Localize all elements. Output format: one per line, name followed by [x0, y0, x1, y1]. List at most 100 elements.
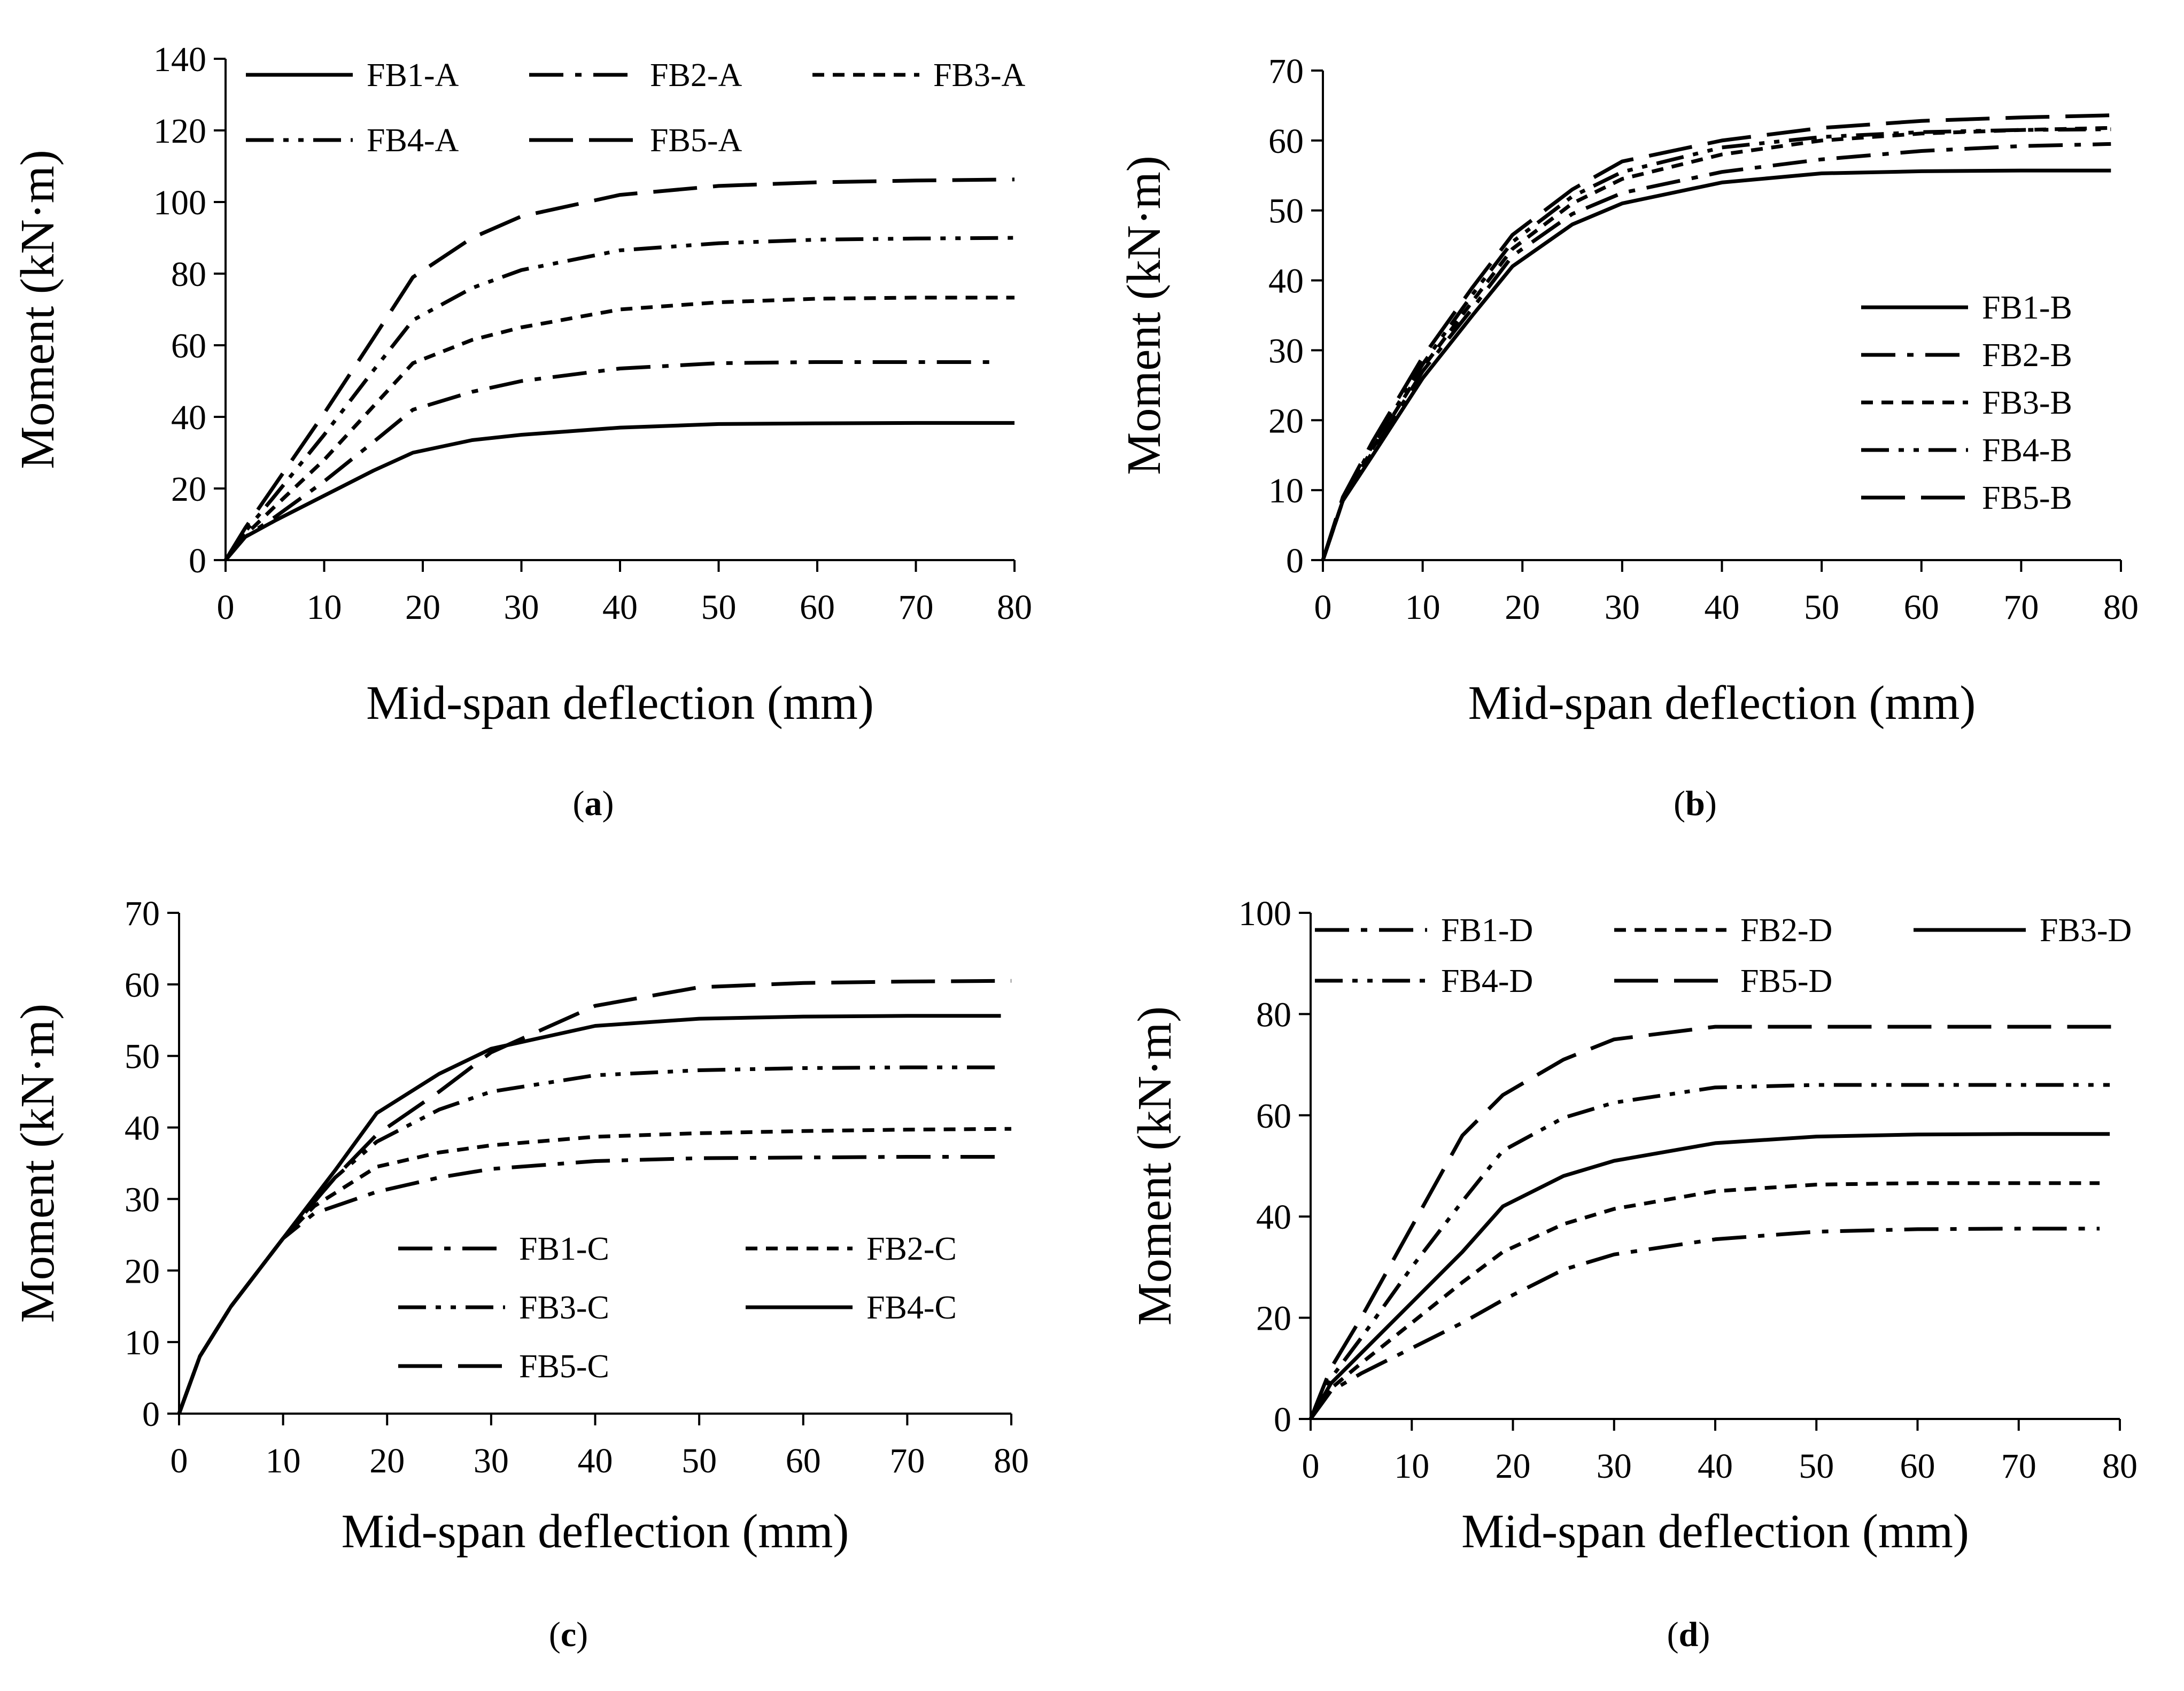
- panel-a-series-fb5-a: [224, 177, 1015, 561]
- panel-b-y-tick-label: 70: [1268, 52, 1304, 91]
- panel-a-legend-label-fb1-a: FB1-A: [367, 57, 459, 94]
- panel-c-x-tick-label: 30: [474, 1441, 509, 1480]
- panel-b-y-tick-label: 50: [1268, 192, 1304, 231]
- panel-d-y-tick-label: 40: [1256, 1198, 1291, 1237]
- panel-c-x-tick-label: 60: [786, 1441, 821, 1480]
- panel-d-series-fb5-d: [1308, 1025, 2120, 1420]
- panel-b-x-tick-label: 60: [1904, 588, 1939, 627]
- panel-b-legend-label-fb2-b: FB2-B: [1982, 337, 2072, 374]
- panel-d-legend-label-fb3-d: FB3-D: [2040, 912, 2132, 949]
- panel-d-series-fb2-d: [1309, 1181, 2100, 1420]
- panel-c-x-tick-label: 40: [578, 1441, 613, 1480]
- panel-b: 0 10 20 30 40 50 60 70 0 10 20 30 40 50 60 70 80 Mid-span…: [1118, 52, 2139, 823]
- panel-a: 0 20 40 60 80 100 120 140 0 10 20 30 40 50 60 70 80 Mid-s…: [11, 40, 1032, 823]
- panel-c-series-fb5-c: [177, 979, 1012, 1415]
- panel-c-series-fb2-c: [177, 1127, 1012, 1415]
- panel-d-legend-label-fb5-d: FB5-D: [1740, 963, 1832, 999]
- panel-a-series-fb1-a: [224, 421, 1014, 562]
- panel-a-legend-label-fb4-a: FB4-A: [367, 122, 459, 159]
- panel-c-x-tick-label: 0: [171, 1441, 188, 1480]
- panel-c-y-tick-label: 40: [125, 1109, 160, 1148]
- panel-c-y-tick-label: 70: [125, 894, 160, 933]
- panel-a-series-fb3-a: [224, 296, 1014, 562]
- panel-b-series-fb2-b: [1321, 142, 2111, 561]
- panel-d-series-fb3-d: [1308, 1132, 2110, 1420]
- panel-a-legend-label-fb3-a: FB3-A: [933, 57, 1025, 94]
- panel-a-x-tick-label: 70: [899, 588, 934, 627]
- panel-a-y-tick-label: 40: [171, 398, 206, 437]
- panel-d-y-tick-label: 20: [1256, 1299, 1291, 1338]
- panel-b-x-tick-label: 80: [2103, 588, 2139, 627]
- panel-c-y-tick-label: 50: [125, 1037, 160, 1076]
- panel-a-y-tick-label: 120: [153, 112, 206, 151]
- panel-c-y-tick-label: 10: [125, 1323, 160, 1362]
- panel-d-series-fb1-d: [1309, 1227, 2100, 1421]
- panel-a-y-tick-label: 80: [171, 255, 206, 294]
- panel-d-legend: FB1-D FB2-D FB3-D FB4-D FB5-D: [1315, 912, 2132, 999]
- panel-a-y-tick-label: 60: [171, 327, 206, 366]
- panel-d-x-tick-label: 40: [1698, 1447, 1733, 1486]
- panel-d-y-tick-label: 100: [1238, 894, 1291, 933]
- panel-a-y-tick-label: 0: [189, 541, 206, 580]
- panel-c-legend-label-fb5-c: FB5-C: [519, 1348, 609, 1385]
- panel-b-legend: FB1-B FB2-B FB3-B FB4-B FB5-B: [1861, 290, 2072, 516]
- panel-c-y-axis-title: Moment (kN·m): [11, 1004, 64, 1323]
- panel-d-legend-label-fb4-d: FB4-D: [1441, 963, 1533, 999]
- panel-a-x-tick-label: 20: [405, 588, 440, 627]
- panel-a-x-tick-label: 60: [800, 588, 835, 627]
- panel-b-caption: (b): [1674, 784, 1717, 823]
- panel-a-legend: FB1-A FB2-A FB3-A FB4-A FB5-A: [246, 57, 1025, 159]
- panel-c-x-tick-label: 50: [681, 1441, 717, 1480]
- panel-b-x-tick-label: 50: [1804, 588, 1839, 627]
- panel-b-x-tick-label: 40: [1705, 588, 1740, 627]
- panel-b-legend-label-fb3-b: FB3-B: [1982, 385, 2072, 421]
- panel-d-caption: (d): [1667, 1615, 1710, 1654]
- panel-c: 0 10 20 30 40 50 60 70 0 10 20 30 40 50 60 70 80 Mid-span…: [11, 894, 1029, 1654]
- panel-c-caption: (c): [549, 1615, 588, 1654]
- panel-c-y-tick-label: 60: [125, 966, 160, 1005]
- panel-d-x-tick-label: 0: [1302, 1447, 1320, 1486]
- panel-d: 0 20 40 60 80 100 0 10 20 30 40 50 60 70 80 Mid-span de…: [1128, 894, 2137, 1654]
- panel-b-series-fb5-b: [1321, 113, 2111, 561]
- panel-b-y-tick-label: 40: [1268, 262, 1304, 301]
- panel-a-x-tick-label: 80: [997, 588, 1032, 627]
- panel-d-y-tick-label: 0: [1274, 1400, 1291, 1439]
- panel-a-x-tick-label: 50: [701, 588, 737, 627]
- panel-a-y-axis-title: Moment (kN·m): [11, 150, 64, 469]
- panel-d-legend-label-fb2-d: FB2-D: [1740, 912, 1832, 949]
- panel-b-series-fb1-b: [1321, 168, 2111, 561]
- panel-c-y-tick-label: 0: [142, 1395, 160, 1434]
- panel-a-series-fb4-a: [224, 236, 1015, 561]
- panel-d-x-tick-label: 30: [1597, 1447, 1632, 1486]
- panel-b-legend-label-fb4-b: FB4-B: [1982, 432, 2072, 469]
- panel-b-y-tick-label: 30: [1268, 331, 1304, 370]
- panel-d-legend-label-fb1-d: FB1-D: [1441, 912, 1533, 949]
- panel-d-x-tick-label: 60: [1900, 1447, 1935, 1486]
- panel-d-series-fb4-d: [1308, 1083, 2110, 1420]
- panel-b-x-axis-title: Mid-span deflection (mm): [1468, 677, 1976, 730]
- panel-d-y-tick-label: 80: [1256, 995, 1291, 1034]
- panel-d-x-tick-label: 20: [1496, 1447, 1531, 1486]
- panel-b-y-tick-label: 0: [1286, 541, 1304, 580]
- panel-a-y-tick-label: 20: [171, 470, 206, 509]
- panel-c-y-tick-label: 20: [125, 1252, 160, 1291]
- panel-d-x-tick-label: 10: [1394, 1447, 1429, 1486]
- panel-d-x-tick-label: 50: [1799, 1447, 1834, 1486]
- panel-c-legend-label-fb4-c: FB4-C: [866, 1290, 957, 1326]
- panel-b-y-tick-label: 10: [1268, 471, 1304, 510]
- panel-b-legend-label-fb1-b: FB1-B: [1982, 290, 2072, 326]
- panel-c-x-tick-label: 70: [889, 1441, 925, 1480]
- panel-c-x-tick-label: 20: [369, 1441, 405, 1480]
- panel-b-y-tick-label: 60: [1268, 122, 1304, 161]
- panel-b-x-tick-label: 30: [1605, 588, 1640, 627]
- panel-b-y-axis-title: Moment (kN·m): [1118, 156, 1171, 475]
- panel-a-x-tick-label: 30: [504, 588, 539, 627]
- panel-a-x-tick-label: 40: [602, 588, 638, 627]
- panel-c-x-axis-title: Mid-span deflection (mm): [342, 1505, 849, 1558]
- panel-c-legend: FB1-C FB2-C FB3-C FB4-C FB5-C: [398, 1231, 957, 1385]
- panel-b-x-tick-label: 10: [1405, 588, 1440, 627]
- panel-c-y-tick-label: 30: [125, 1180, 160, 1219]
- panel-d-y-tick-label: 60: [1256, 1097, 1291, 1136]
- panel-c-legend-label-fb3-c: FB3-C: [519, 1290, 609, 1326]
